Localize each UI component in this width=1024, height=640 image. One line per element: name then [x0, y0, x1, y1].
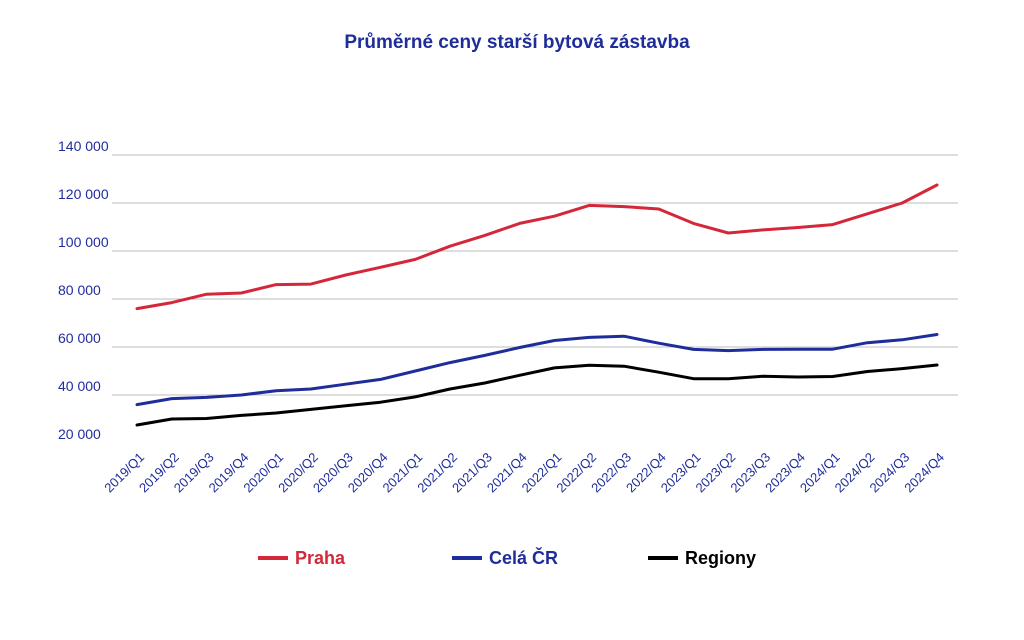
legend: Praha Celá ČR Regiony [258, 547, 756, 568]
y-tick-label: 20 000 [58, 426, 101, 442]
series-line-regiony [135, 363, 939, 427]
gridlines [112, 154, 958, 396]
y-tick-label: 100 000 [58, 234, 109, 250]
series-line-cel-r [135, 333, 939, 407]
legend-label: Celá ČR [489, 547, 558, 568]
series-line-praha [135, 183, 939, 311]
y-tick-label: 60 000 [58, 330, 101, 346]
chart-title: Průměrné ceny starší bytová zástavba [344, 32, 690, 53]
y-tick-label: 80 000 [58, 282, 101, 298]
y-axis-ticks: 20 000 40 000 60 000 80 000 100 000 120 000 14… [58, 138, 109, 442]
legend-label: Praha [295, 548, 346, 568]
y-tick-label: 40 000 [58, 378, 101, 394]
x-axis-ticks: 2019/Q12019/Q22019/Q32019/Q42020/Q12020/… [101, 450, 947, 496]
series-lines [135, 183, 939, 427]
y-tick-label: 120 000 [58, 186, 109, 202]
y-tick-label: 140 000 [58, 138, 109, 154]
legend-label: Regiony [685, 548, 756, 568]
